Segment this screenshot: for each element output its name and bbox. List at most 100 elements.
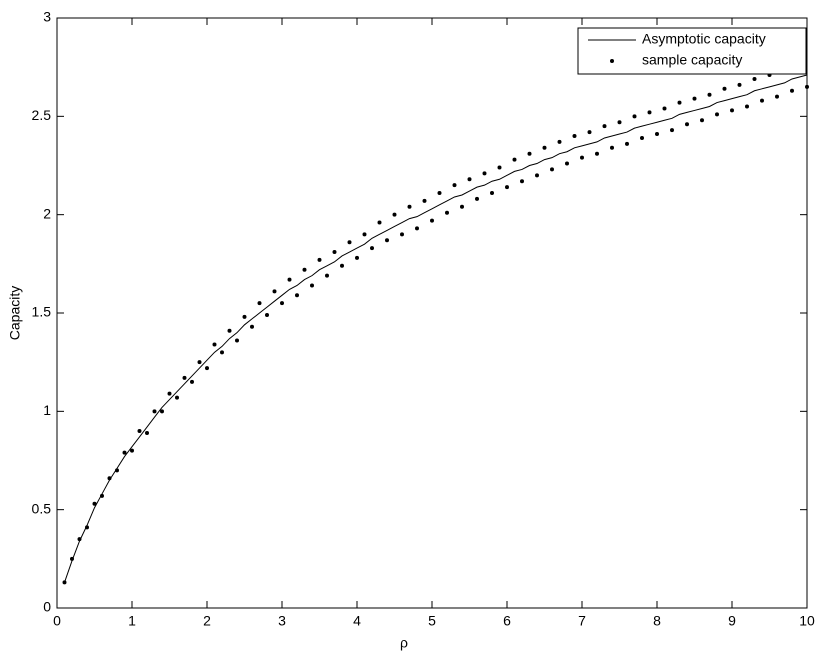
sample-point bbox=[730, 108, 734, 113]
sample-point bbox=[160, 409, 164, 414]
sample-point bbox=[452, 183, 457, 188]
sample-point bbox=[760, 98, 764, 103]
sample-point bbox=[745, 104, 749, 109]
sample-point bbox=[130, 448, 134, 453]
sample-point bbox=[325, 273, 329, 278]
sample-point bbox=[557, 139, 562, 144]
x-tick-label: 3 bbox=[278, 613, 286, 629]
plot-frame bbox=[56, 17, 808, 609]
sample-point bbox=[340, 263, 344, 268]
sample-point bbox=[610, 145, 614, 150]
sample-point bbox=[227, 328, 232, 333]
sample-point bbox=[475, 196, 479, 201]
sample-point bbox=[790, 88, 794, 93]
sample-point bbox=[167, 391, 172, 396]
y-tick-label: 1.5 bbox=[32, 304, 52, 320]
sample-point bbox=[737, 82, 742, 87]
sample-point bbox=[550, 167, 554, 172]
sample-point bbox=[445, 210, 449, 215]
x-tick-label: 4 bbox=[353, 613, 361, 629]
y-tick-label: 1 bbox=[43, 402, 51, 418]
sample-point bbox=[587, 130, 592, 135]
sample-point bbox=[152, 409, 157, 414]
legend-label: Asymptotic capacity bbox=[642, 31, 766, 47]
y-tick-label: 0 bbox=[43, 599, 51, 615]
legend-label: sample capacity bbox=[642, 52, 742, 68]
sample-point bbox=[92, 501, 97, 506]
sample-point bbox=[145, 430, 149, 435]
sample-point bbox=[805, 84, 809, 89]
sample-point bbox=[625, 141, 629, 146]
sample-point bbox=[775, 94, 779, 99]
sample-point bbox=[715, 112, 719, 117]
x-tick-label: 1 bbox=[128, 613, 136, 629]
sample-point bbox=[437, 191, 442, 196]
sample-point bbox=[137, 429, 142, 433]
sample-point bbox=[752, 76, 757, 81]
sample-point bbox=[347, 240, 352, 245]
sample-point bbox=[385, 238, 389, 243]
sample-point bbox=[370, 246, 374, 251]
sample-point bbox=[407, 204, 412, 209]
sample-point bbox=[100, 493, 104, 498]
sample-point bbox=[490, 191, 494, 196]
x-tick-label: 5 bbox=[428, 613, 436, 629]
sample-point bbox=[460, 204, 464, 209]
sample-point bbox=[197, 360, 202, 365]
sample-point bbox=[362, 232, 367, 237]
sample-point bbox=[482, 171, 487, 176]
series-line bbox=[64, 74, 808, 583]
sample-point bbox=[700, 118, 704, 123]
sample-point bbox=[265, 312, 269, 317]
sample-point bbox=[175, 395, 179, 400]
y-tick-label: 2.5 bbox=[32, 107, 52, 123]
x-tick-label: 0 bbox=[53, 613, 61, 629]
sample-point bbox=[295, 293, 299, 298]
sample-point bbox=[647, 110, 652, 115]
sample-point bbox=[692, 96, 697, 101]
sample-point bbox=[685, 122, 689, 127]
sample-point bbox=[640, 135, 644, 140]
sample-point bbox=[677, 100, 682, 105]
sample-point bbox=[565, 161, 569, 166]
sample-point bbox=[280, 301, 284, 306]
sample-point bbox=[400, 232, 404, 237]
sample-point bbox=[505, 185, 509, 190]
sample-point bbox=[670, 128, 674, 133]
sample-point bbox=[332, 250, 337, 255]
sample-point bbox=[115, 468, 119, 473]
sample-point bbox=[535, 173, 539, 178]
sample-point bbox=[580, 155, 584, 160]
sample-point bbox=[317, 257, 322, 262]
y-axis-label: Capacity bbox=[7, 286, 23, 340]
sample-point bbox=[512, 157, 517, 162]
sample-point bbox=[62, 580, 67, 585]
x-axis-label: ρ bbox=[400, 635, 408, 651]
sample-point bbox=[392, 212, 397, 217]
sample-point bbox=[520, 179, 524, 184]
x-tick-label: 10 bbox=[799, 613, 815, 629]
sample-point bbox=[527, 151, 532, 156]
sample-point bbox=[632, 114, 637, 119]
sample-point bbox=[595, 151, 599, 156]
sample-point bbox=[617, 120, 622, 125]
sample-point bbox=[377, 220, 382, 225]
sample-point bbox=[250, 324, 254, 329]
sample-point bbox=[287, 277, 292, 282]
sample-point bbox=[722, 86, 727, 91]
sample-point bbox=[430, 218, 434, 223]
sample-point bbox=[182, 375, 187, 380]
sample-point bbox=[272, 289, 277, 294]
sample-point bbox=[190, 379, 194, 384]
x-tick-label: 2 bbox=[203, 613, 211, 629]
sample-point bbox=[602, 124, 607, 129]
sample-point bbox=[212, 342, 217, 347]
sample-point bbox=[415, 226, 419, 231]
legend-box bbox=[577, 27, 807, 75]
x-tick-label: 8 bbox=[653, 613, 661, 629]
sample-point bbox=[220, 350, 224, 355]
sample-point bbox=[467, 177, 472, 182]
sample-point bbox=[655, 132, 659, 137]
legend-marker bbox=[610, 59, 614, 63]
